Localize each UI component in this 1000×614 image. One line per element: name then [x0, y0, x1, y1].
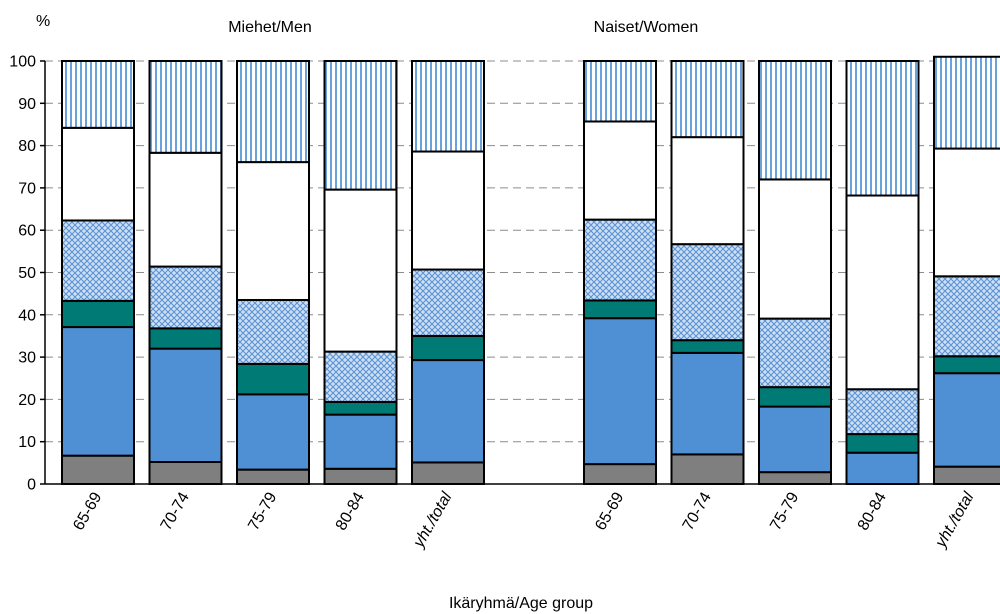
y-tick-label: 30 [18, 350, 36, 367]
bar-segment [845, 194, 920, 391]
bar-segment [148, 265, 223, 330]
bar-segment [148, 327, 223, 350]
bar-segment [670, 60, 745, 139]
y-tick-label: 0 [27, 477, 36, 494]
x-tick-label: 80-84 [855, 489, 890, 533]
bar-segment [933, 355, 1000, 375]
bar-segment [670, 339, 745, 354]
bar-segment [323, 60, 398, 191]
bar-segment [670, 243, 745, 342]
bar-segment [583, 317, 657, 466]
bar-segment [933, 147, 1000, 278]
bar-segment [583, 60, 657, 123]
bar-segment [61, 454, 135, 485]
bar-segment [236, 393, 310, 471]
bar-segment [61, 126, 135, 222]
bar-segment [933, 372, 1000, 468]
x-tick-label: 80-84 [333, 489, 368, 533]
bar-segment [583, 120, 657, 221]
x-axis-title: Ikäryhmä/Age group [449, 595, 593, 612]
bar-segment [148, 60, 223, 154]
bar-segment [148, 151, 223, 268]
x-tick-label: 75-79 [767, 489, 802, 533]
bar-segment [323, 350, 398, 403]
bar-segment [411, 359, 485, 464]
bar-segment [670, 351, 745, 456]
bar-segment [323, 188, 398, 353]
bar-segment [411, 334, 485, 362]
y-tick-label: 40 [18, 307, 36, 324]
x-tick-label: yht./total [410, 489, 456, 551]
y-tick-label: 10 [18, 434, 36, 451]
bar-segment [236, 60, 310, 164]
bar-segment [411, 461, 485, 486]
bar-segment [758, 386, 832, 408]
bar-segment [61, 60, 135, 129]
bar-segment [933, 55, 1000, 150]
bar-segment [670, 136, 745, 246]
x-tick-label: 75-79 [245, 489, 280, 533]
x-tick-label: 70-74 [680, 489, 715, 533]
bar-segment [845, 60, 920, 197]
y-tick-labels: 0 10 20 30 40 50 60 70 80 90 100 [9, 54, 36, 494]
bars [61, 55, 1000, 486]
bar-segment [61, 326, 135, 457]
y-tick-label: 100 [9, 54, 36, 71]
bar-segment [61, 299, 135, 329]
y-tick-label: 60 [18, 223, 36, 240]
bar-segment [583, 218, 657, 302]
bar-segment [758, 471, 832, 486]
bar-segment [411, 268, 485, 337]
y-tick-label: 80 [18, 138, 36, 155]
bar-segment [148, 347, 223, 464]
bar-segment [236, 161, 310, 301]
x-tick-label: yht./total [932, 489, 978, 551]
bar-segment [933, 465, 1000, 486]
x-tick-labels: 65-69 70-74 75-79 80-84 yht./total 65-69 70-74… [70, 489, 977, 551]
bar-segment [583, 463, 657, 485]
bar-segment [236, 362, 310, 396]
bar-segment [236, 298, 310, 365]
bar-segment [845, 433, 920, 454]
y-tick-label: 20 [18, 392, 36, 409]
bar-segment [845, 451, 920, 485]
bar-segment [323, 413, 398, 470]
x-tick-label: 70-74 [158, 489, 193, 533]
bar-segment [758, 60, 832, 181]
y-tick-label: 70 [18, 180, 36, 197]
bar-segment [758, 178, 832, 320]
y-axis-unit-label: % [36, 13, 50, 30]
bar-segment [61, 219, 135, 302]
bar-segment [411, 150, 485, 271]
x-tick-label: 65-69 [70, 489, 105, 533]
bar-segment [933, 275, 1000, 358]
bar-segment [758, 317, 832, 389]
bar-segment [583, 299, 657, 320]
y-tick-label: 90 [18, 96, 36, 113]
x-tick-label: 65-69 [592, 489, 627, 533]
y-tick-label: 50 [18, 265, 36, 282]
bar-segment [148, 461, 223, 485]
bar-segment [236, 468, 310, 486]
group-title-men: Miehet/Men [228, 19, 312, 36]
bar-segment [411, 60, 485, 153]
bar-segment [670, 453, 745, 486]
bar-segment [323, 400, 398, 416]
bar-segment [845, 388, 920, 436]
bar-segment [323, 467, 398, 486]
bar-segment [758, 405, 832, 474]
group-title-women: Naiset/Women [594, 19, 699, 36]
